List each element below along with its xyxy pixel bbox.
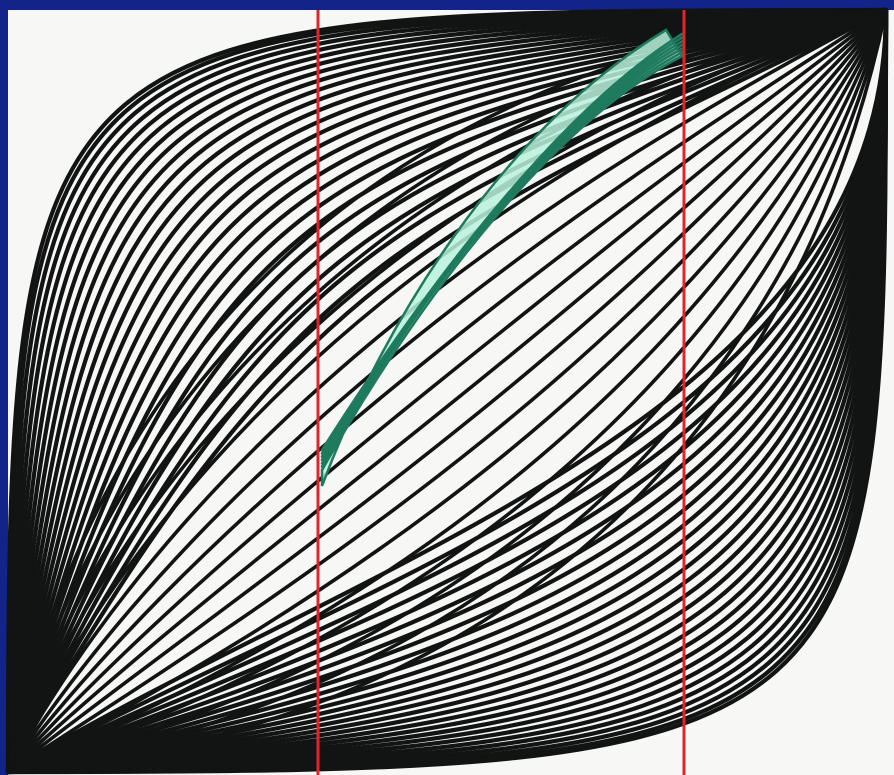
curve-line bbox=[5, 7, 889, 775]
curve-line bbox=[6, 8, 888, 774]
curve-line bbox=[5, 7, 889, 775]
curve-line bbox=[5, 7, 889, 775]
curve-line bbox=[5, 7, 889, 775]
curve-line bbox=[5, 7, 889, 775]
curve-line bbox=[6, 8, 888, 774]
curve-line bbox=[5, 7, 889, 775]
curve-line bbox=[5, 7, 889, 775]
curve-line bbox=[6, 8, 888, 774]
curve-line bbox=[5, 7, 889, 775]
curve-line bbox=[6, 8, 888, 774]
curve-line bbox=[5, 7, 889, 775]
curve-line bbox=[6, 8, 888, 774]
curve-line bbox=[5, 7, 889, 775]
curve-line bbox=[6, 8, 888, 774]
curve-line bbox=[5, 7, 889, 775]
curve-line bbox=[6, 8, 888, 774]
curve-line bbox=[6, 8, 888, 774]
curve-line bbox=[5, 7, 889, 775]
curve-line bbox=[6, 8, 888, 774]
curve-line bbox=[5, 7, 889, 775]
highlighted-curve-band bbox=[320, 28, 684, 487]
curve-line bbox=[5, 7, 889, 775]
curve-line bbox=[5, 7, 889, 775]
curve-line bbox=[6, 8, 888, 774]
curve-line bbox=[5, 7, 889, 775]
curve-line bbox=[5, 7, 889, 775]
curve-line bbox=[5, 7, 889, 775]
middle-curve-family bbox=[6, 8, 888, 774]
curve-line bbox=[6, 8, 888, 774]
curve-line bbox=[5, 7, 889, 775]
right-curve-fan bbox=[5, 7, 889, 775]
curve-line bbox=[5, 7, 889, 775]
curve-line bbox=[5, 7, 889, 775]
highlight-curve bbox=[320, 32, 684, 452]
curve-line bbox=[6, 8, 888, 774]
curve-line bbox=[5, 7, 889, 775]
curve-line bbox=[5, 7, 889, 775]
curve-line bbox=[6, 8, 888, 774]
curve-line bbox=[6, 8, 888, 774]
curve-line bbox=[6, 8, 888, 774]
curve-line bbox=[6, 8, 888, 774]
curve-line bbox=[6, 8, 888, 774]
vertical-markers bbox=[316, 10, 686, 775]
curve-line bbox=[5, 7, 889, 775]
curve-line bbox=[5, 7, 889, 775]
curve-line bbox=[6, 8, 888, 774]
curve-line bbox=[5, 7, 889, 775]
